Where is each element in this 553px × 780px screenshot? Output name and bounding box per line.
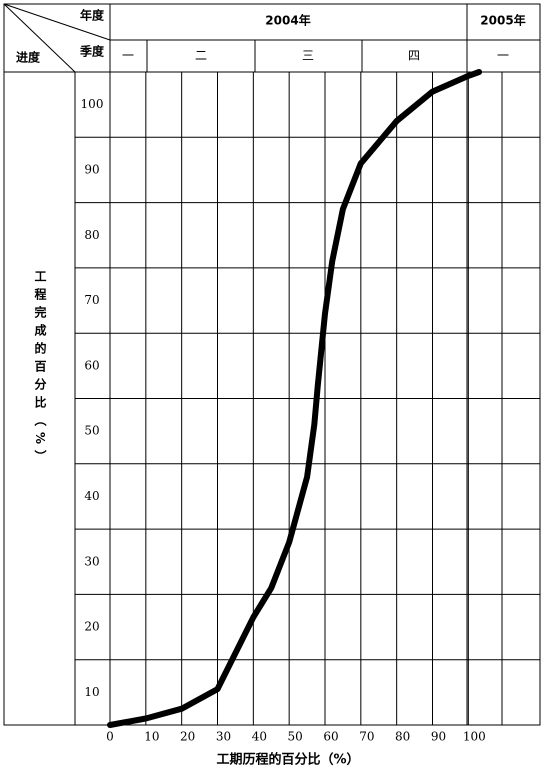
x-tick-label: 0 bbox=[106, 730, 114, 744]
x-tick-label: 60 bbox=[323, 730, 338, 744]
quarter: 二 bbox=[195, 49, 207, 63]
x-tick-label: 40 bbox=[252, 730, 267, 744]
year: 2004年 bbox=[265, 13, 310, 28]
x-tick-label: 90 bbox=[431, 730, 446, 744]
quarter: 一 bbox=[122, 49, 134, 63]
x-tick-label: 80 bbox=[395, 730, 410, 744]
y-tick-label: 70 bbox=[84, 293, 99, 307]
quarter: 一 bbox=[497, 49, 509, 63]
outer-border bbox=[3, 3, 541, 726]
line bbox=[107, 69, 483, 728]
y-tick-label: 90 bbox=[84, 162, 99, 176]
year-label: 年度 bbox=[80, 8, 105, 23]
quarter-label: 季度 bbox=[79, 44, 105, 59]
x-tick-label: 100 bbox=[463, 730, 486, 744]
y-tick-label: 40 bbox=[84, 489, 99, 503]
year: 2005年 bbox=[480, 13, 525, 28]
y-tick-label: 10 bbox=[84, 685, 99, 699]
x-axis-title: 工期历程的百分比（%） bbox=[216, 752, 359, 768]
y-axis-title: 工程完成的百分比（%） bbox=[33, 270, 47, 468]
quarter: 四 bbox=[408, 49, 420, 63]
y-tick-label: 30 bbox=[84, 554, 99, 568]
diagonal bbox=[3, 3, 111, 41]
x-tick-label: 50 bbox=[288, 730, 303, 744]
x-tick-label: 30 bbox=[216, 730, 231, 744]
progress-label: 进度 bbox=[16, 50, 41, 65]
y-tick-label: 50 bbox=[84, 424, 99, 438]
y-tick-label: 20 bbox=[84, 620, 99, 634]
y-tick-label: 80 bbox=[84, 228, 99, 242]
x-tick-label: 70 bbox=[359, 730, 374, 744]
x-tick-label: 10 bbox=[144, 730, 159, 744]
quarter: 三 bbox=[302, 49, 314, 63]
y-tick-label: 60 bbox=[84, 358, 99, 372]
diagonal bbox=[3, 3, 76, 73]
x-tick-label: 20 bbox=[180, 730, 195, 744]
y-tick-label: 100 bbox=[81, 97, 104, 111]
